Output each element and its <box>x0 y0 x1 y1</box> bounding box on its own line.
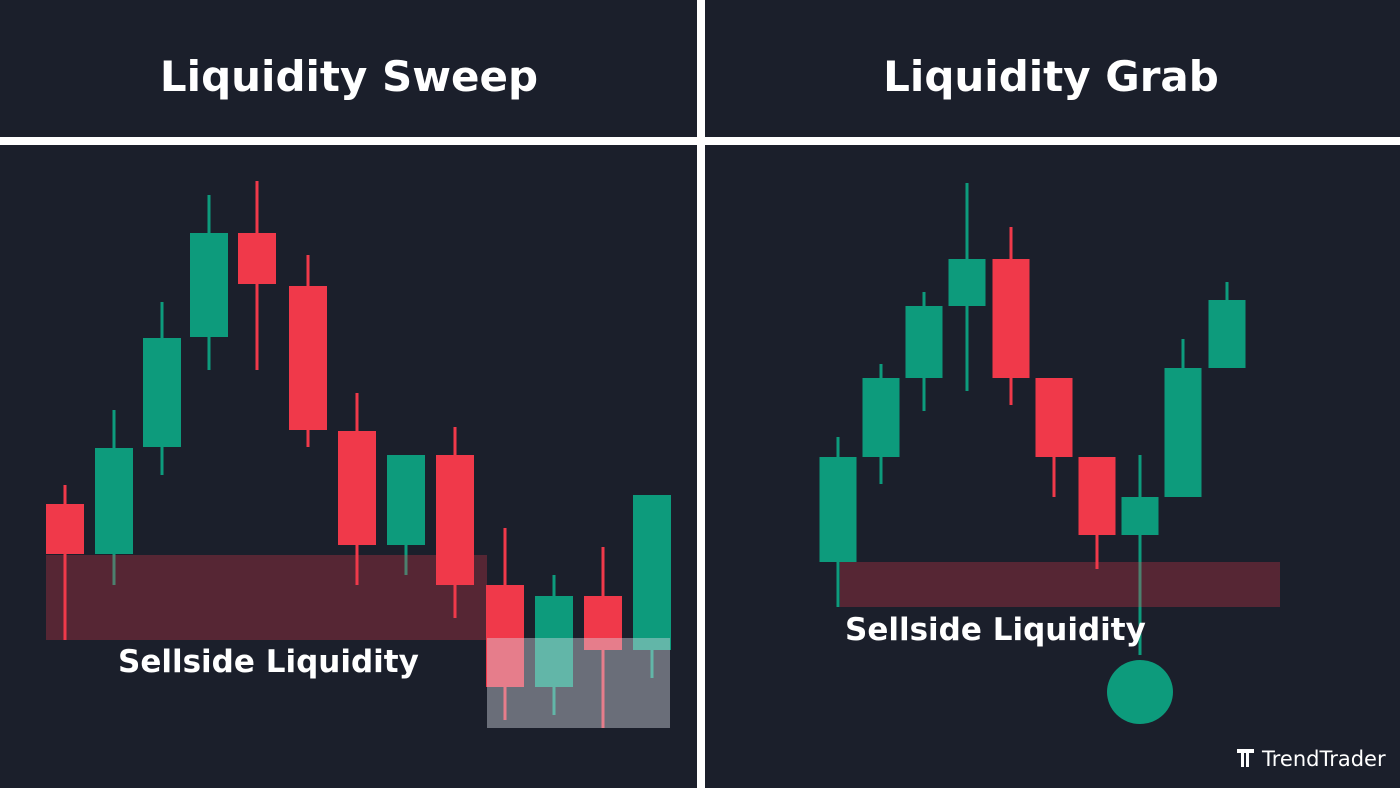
candle <box>535 575 573 715</box>
candle-body <box>1164 368 1202 497</box>
candle-body <box>1035 378 1073 457</box>
candle-body <box>387 455 425 545</box>
candle-body <box>862 378 900 457</box>
candle-body <box>535 596 573 687</box>
candle <box>905 292 943 411</box>
candle <box>633 495 671 678</box>
candle-body <box>1121 497 1159 535</box>
candle-body <box>1208 300 1246 368</box>
candle <box>436 427 474 618</box>
candle-body <box>486 585 524 687</box>
candle-body <box>95 448 133 554</box>
candle-body <box>584 596 622 650</box>
candle <box>338 393 376 585</box>
candle <box>95 410 133 585</box>
candle <box>1208 282 1246 368</box>
candle <box>387 455 425 575</box>
sellside-zone <box>840 562 1280 607</box>
candle <box>1035 378 1073 497</box>
right-chart <box>819 183 1246 655</box>
candle-body <box>436 455 474 585</box>
zone-label: Sellside Liquidity <box>845 612 1146 648</box>
candle-body <box>1078 457 1116 535</box>
candle <box>948 183 986 391</box>
candle <box>46 485 84 640</box>
horizontal-divider <box>0 137 1400 145</box>
panel-title: Liquidity Grab <box>883 52 1219 101</box>
candle-body <box>46 504 84 554</box>
candle <box>1078 457 1116 569</box>
candle-body <box>238 233 276 284</box>
candle-wick <box>1138 455 1142 655</box>
candle <box>486 528 524 720</box>
vertical-divider <box>697 0 705 788</box>
zone-label: Sellside Liquidity <box>118 644 419 680</box>
candle <box>584 547 622 728</box>
candle-body <box>819 457 857 562</box>
candle <box>862 364 900 484</box>
candle-body <box>338 431 376 545</box>
grab-marker <box>1107 660 1173 724</box>
candle-body <box>289 286 327 430</box>
candle <box>238 181 276 370</box>
sweep-box <box>487 638 670 728</box>
sellside-zone <box>46 555 487 640</box>
candle <box>289 255 327 447</box>
candle-body <box>190 233 228 337</box>
candle-body <box>992 259 1030 378</box>
candle <box>819 437 857 607</box>
left-chart <box>46 181 671 728</box>
candle <box>1121 455 1159 655</box>
candle <box>1164 339 1202 497</box>
candle-body <box>948 259 986 306</box>
candle-body <box>143 338 181 447</box>
candle-body <box>633 495 671 650</box>
brand-logo: TrendTrader <box>1237 747 1386 771</box>
candle-body <box>905 306 943 378</box>
brand-icon <box>1237 749 1254 767</box>
brand-name: TrendTrader <box>1261 747 1386 771</box>
candle-wick <box>63 485 67 640</box>
candle <box>992 227 1030 405</box>
candle <box>143 302 181 475</box>
candle <box>190 195 228 370</box>
panel-title: Liquidity Sweep <box>160 52 538 101</box>
